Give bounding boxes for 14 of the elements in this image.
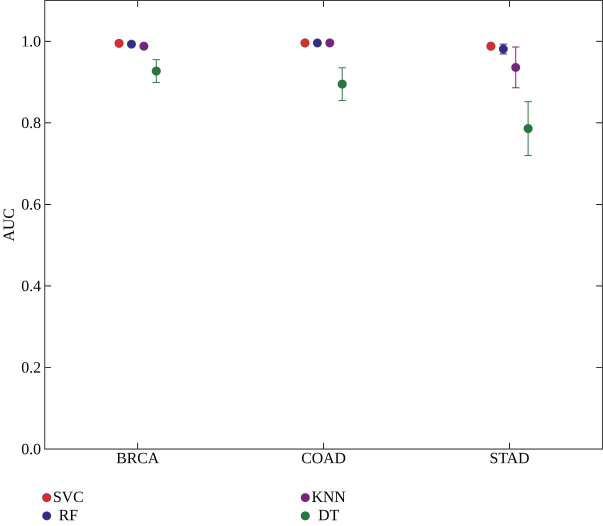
y-tick-label: 1.0 [22,36,40,47]
x-tick-label: STAD [490,452,529,464]
legend-label: KNN [312,492,346,502]
y-tick-label: 0.2 [22,362,40,373]
y-axis-title: AUC [4,209,14,242]
x-tick-label: BRCA [116,452,159,464]
y-tick-label: 0.8 [22,117,40,128]
x-tick-label: COAD [302,452,346,464]
y-tick-label: 0.0 [22,444,40,454]
legend-label: RF [59,510,78,520]
y-tick-label: 0.6 [22,199,41,210]
legend-label: DT [318,510,339,520]
y-tick-label: 0.4 [22,280,41,292]
legend-label: SVC [54,492,83,502]
